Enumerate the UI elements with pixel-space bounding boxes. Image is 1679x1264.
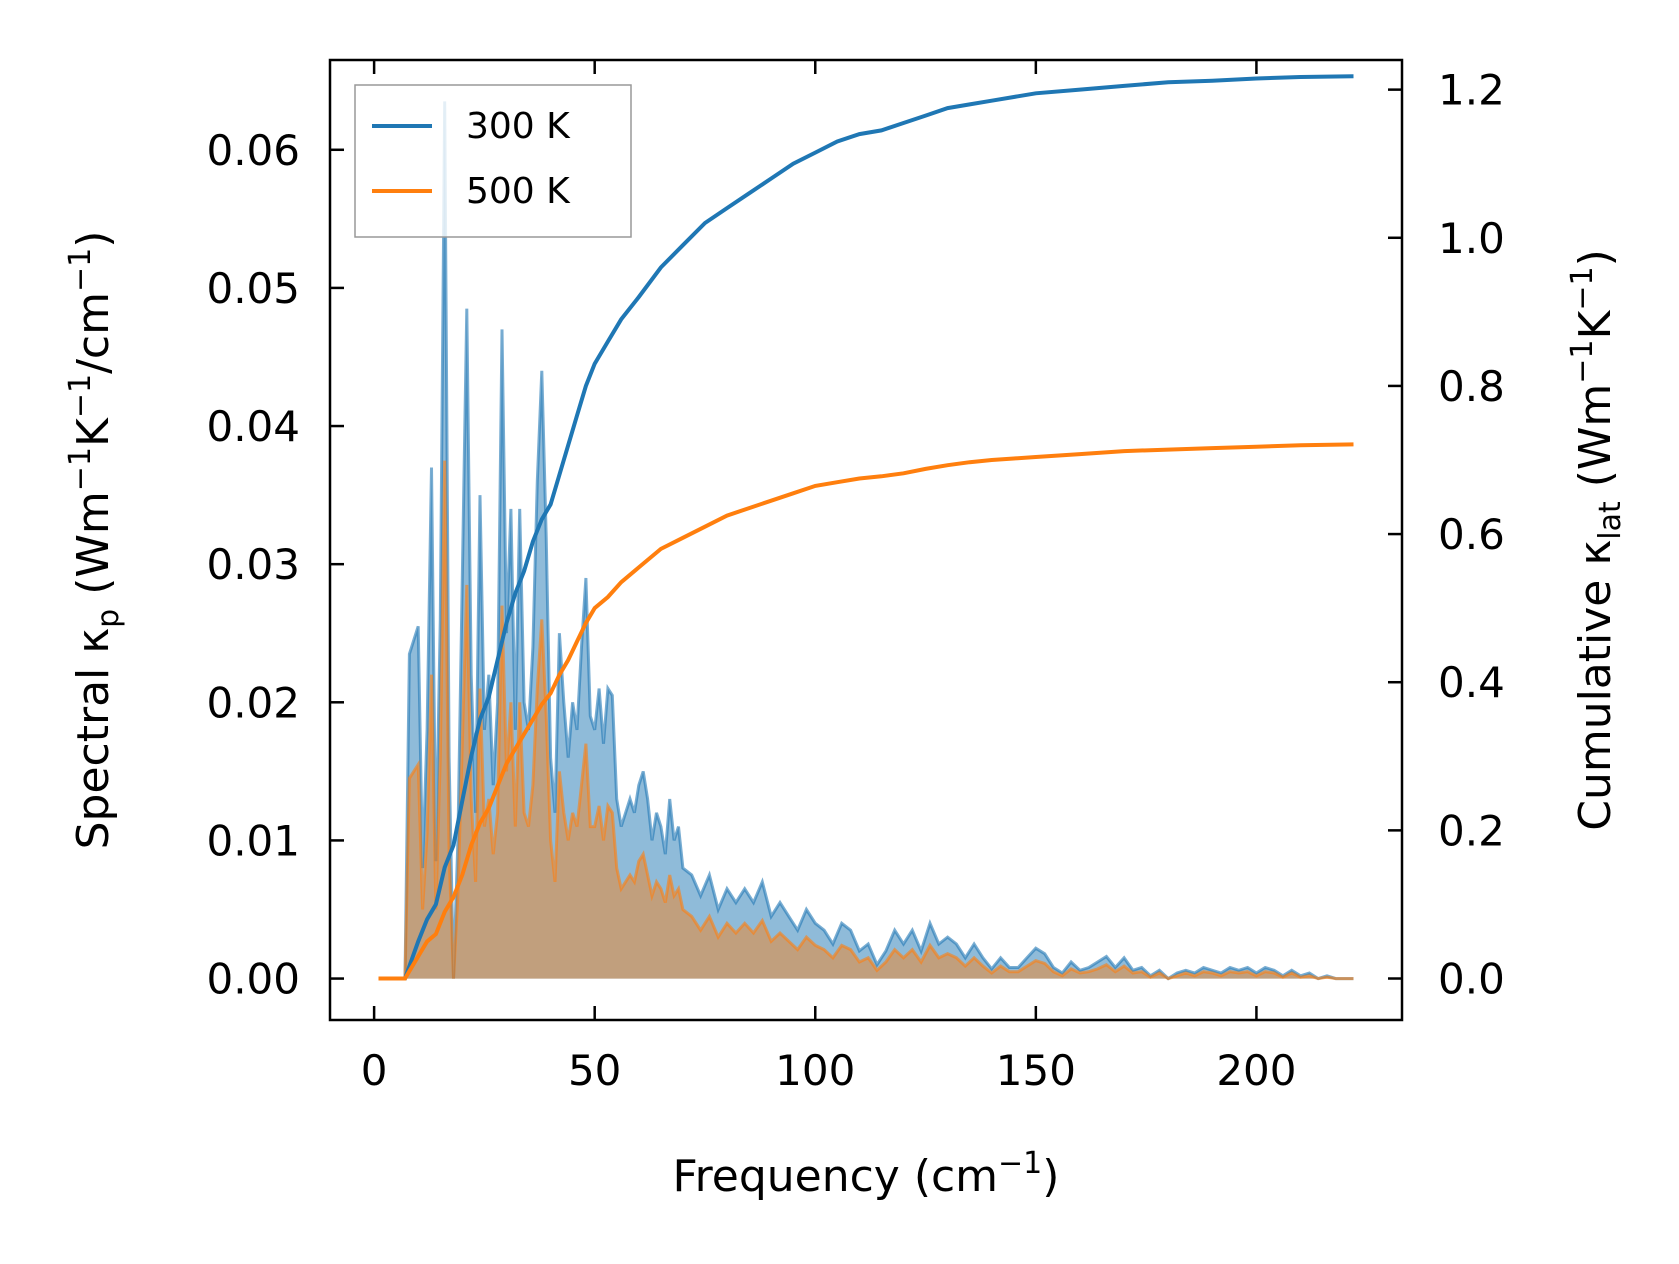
legend-box bbox=[354, 84, 632, 238]
x-tick-label: 0 bbox=[361, 1046, 388, 1095]
x-tick-label: 50 bbox=[568, 1046, 621, 1095]
right-y-tick-label: 0.0 bbox=[1438, 955, 1505, 1004]
right-y-axis-title: Cumulative κlat (Wm−1K−1) bbox=[1565, 249, 1628, 831]
right-y-tick-label: 0.8 bbox=[1438, 362, 1505, 411]
right-y-tick-label: 0.2 bbox=[1438, 806, 1505, 855]
spectral-fill-500k bbox=[378, 460, 1354, 979]
right-y-axis-ticks: 0.0 0.2 0.4 0.6 0.8 1.0 1.2 bbox=[1388, 66, 1505, 1004]
plot-frame bbox=[328, 58, 1404, 1022]
left-y-tick-label: 0.05 bbox=[206, 264, 300, 313]
x-tick-label: 100 bbox=[775, 1046, 855, 1095]
left-y-tick-label: 0.04 bbox=[206, 402, 300, 451]
left-y-tick-label: 0.02 bbox=[206, 678, 300, 727]
spectral-fills bbox=[378, 101, 1354, 979]
left-y-axis-ticks: 0.00 0.01 0.02 0.03 0.04 0.05 0.06 bbox=[206, 126, 344, 1004]
right-y-tick-label: 1.2 bbox=[1438, 66, 1505, 115]
left-y-tick-label: 0.06 bbox=[206, 126, 300, 175]
cumulative-lines bbox=[378, 74, 1354, 981]
spectral-line-300k bbox=[378, 101, 1354, 981]
x-tick-label: 150 bbox=[996, 1046, 1076, 1095]
x-tick-label: 200 bbox=[1216, 1046, 1296, 1095]
x-axis-title: Frequency (cm−1) bbox=[673, 1146, 1060, 1202]
left-y-tick-label: 0.03 bbox=[206, 540, 300, 589]
cumulative-line-500k bbox=[378, 442, 1354, 981]
right-y-tick-label: 0.6 bbox=[1438, 510, 1505, 559]
cumulative-line-300k bbox=[378, 74, 1354, 981]
x-axis-ticks: 0 50 100 150 200 bbox=[361, 60, 1297, 1095]
left-y-axis-title: Spectral κp (Wm−1K−1/cm−1) bbox=[63, 231, 126, 850]
right-y-tick-label: 0.4 bbox=[1438, 658, 1505, 707]
legend: 300 K 500 K bbox=[354, 84, 632, 238]
spectral-fill-300k bbox=[378, 101, 1354, 979]
left-y-tick-label: 0.01 bbox=[206, 816, 300, 865]
legend-label-300k: 300 K bbox=[466, 106, 571, 147]
legend-label-500k: 500 K bbox=[466, 171, 571, 212]
left-y-tick-label: 0.00 bbox=[206, 955, 300, 1004]
right-y-tick-label: 1.0 bbox=[1438, 214, 1505, 263]
